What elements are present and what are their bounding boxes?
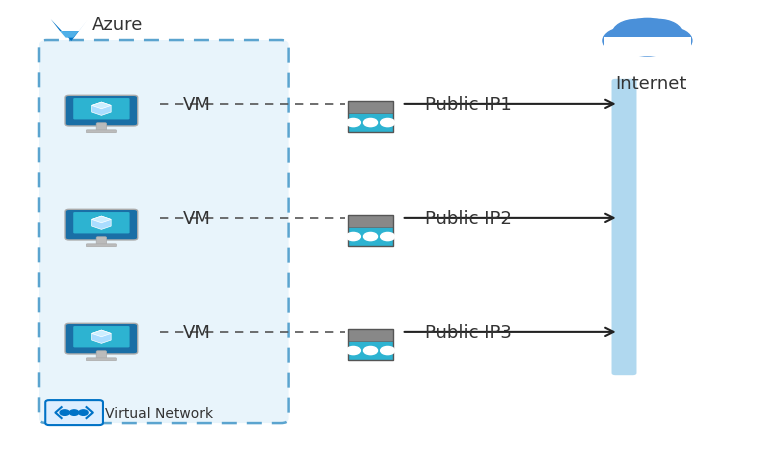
FancyBboxPatch shape [45, 400, 103, 425]
Circle shape [647, 29, 692, 55]
FancyBboxPatch shape [96, 351, 107, 359]
Polygon shape [91, 330, 112, 344]
Polygon shape [91, 103, 112, 116]
Circle shape [603, 29, 647, 55]
FancyBboxPatch shape [73, 212, 129, 234]
Polygon shape [91, 217, 112, 223]
Circle shape [381, 119, 395, 127]
Text: Azure: Azure [92, 16, 144, 34]
Bar [348, 341, 393, 360]
FancyBboxPatch shape [39, 41, 289, 423]
Bar [604, 38, 691, 57]
Text: VM: VM [183, 209, 211, 228]
Polygon shape [60, 32, 79, 39]
FancyBboxPatch shape [96, 237, 107, 246]
Circle shape [363, 233, 378, 241]
Text: Internet: Internet [615, 75, 687, 93]
Circle shape [363, 347, 378, 355]
Bar [348, 329, 393, 341]
FancyBboxPatch shape [87, 244, 116, 247]
Circle shape [363, 119, 378, 127]
FancyBboxPatch shape [87, 131, 116, 133]
Bar [348, 216, 393, 228]
Circle shape [381, 347, 395, 355]
Text: Public IP2: Public IP2 [425, 209, 512, 228]
Bar [348, 102, 393, 114]
Circle shape [79, 410, 88, 415]
FancyBboxPatch shape [65, 210, 138, 240]
FancyBboxPatch shape [73, 99, 129, 120]
FancyBboxPatch shape [612, 80, 636, 375]
Circle shape [615, 20, 679, 57]
Polygon shape [91, 103, 112, 110]
Polygon shape [91, 217, 112, 230]
FancyBboxPatch shape [73, 326, 129, 348]
Bar [348, 114, 393, 133]
FancyBboxPatch shape [65, 324, 138, 354]
Circle shape [346, 347, 360, 355]
Circle shape [346, 233, 360, 241]
Text: Public IP1: Public IP1 [425, 96, 512, 114]
Circle shape [633, 20, 682, 49]
Bar [348, 228, 393, 247]
Bar [348, 216, 393, 247]
FancyBboxPatch shape [65, 96, 138, 126]
FancyBboxPatch shape [87, 358, 116, 361]
Polygon shape [51, 20, 88, 42]
Circle shape [60, 410, 69, 415]
Text: VM: VM [183, 323, 211, 341]
FancyBboxPatch shape [96, 123, 107, 132]
Circle shape [69, 410, 79, 415]
Text: VM: VM [183, 96, 211, 114]
Circle shape [346, 119, 360, 127]
Text: Virtual Network: Virtual Network [105, 406, 214, 420]
Bar [348, 102, 393, 133]
Circle shape [381, 233, 395, 241]
Bar [348, 329, 393, 360]
Polygon shape [91, 330, 112, 337]
Text: Public IP3: Public IP3 [425, 323, 512, 341]
Circle shape [612, 20, 661, 49]
